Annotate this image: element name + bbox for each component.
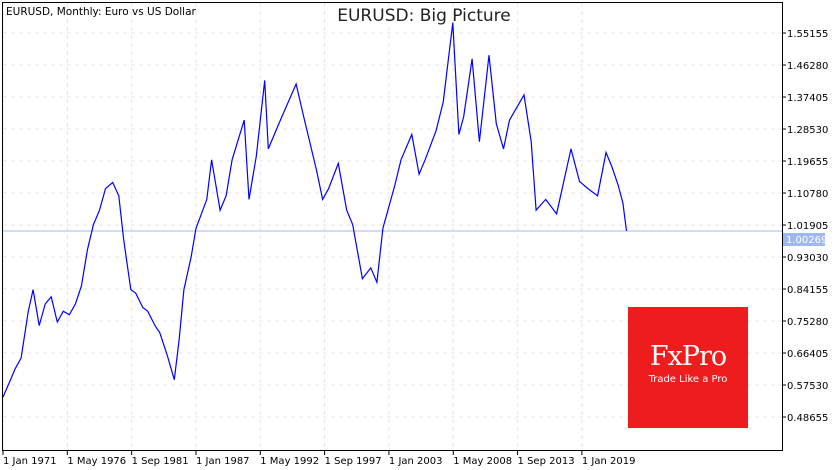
fxpro-logo: FxPro Trade Like a Pro (628, 307, 748, 428)
x-tick-label: 1 Sep 2013 (518, 456, 575, 467)
x-tick-label: 1 Jan 1971 (3, 456, 57, 467)
logo-brand: FxPro (649, 341, 727, 372)
y-tick-label: 1.37405 (787, 93, 828, 104)
x-axis: 1 Jan 1971 1 May 1976 1 Sep 1981 1 Jan 1987… (2, 450, 636, 467)
y-tick-label: 0.93030 (787, 253, 828, 264)
x-tick-label: 1 Sep 1981 (132, 456, 189, 467)
logo-tagline: Trade Like a Pro (648, 374, 728, 385)
x-tick-label: 1 May 1992 (260, 456, 319, 467)
y-tick-label: 1.19655 (787, 157, 828, 168)
symbol-info: EURUSD, Monthly: Euro vs US Dollar (6, 6, 197, 18)
x-tick-label: 1 May 2008 (453, 456, 512, 467)
y-tick-label: 1.46280 (787, 61, 828, 72)
y-tick-label: 1.10780 (787, 189, 828, 200)
y-tick-label: 0.66405 (787, 349, 828, 360)
y-tick-label: 1.01905 (787, 221, 828, 232)
price-series-line (2, 22, 628, 398)
y-tick-label: 1.55155 (787, 29, 828, 40)
y-tick-label: 1.28530 (787, 125, 828, 136)
x-tick-label: 1 Jan 1987 (196, 456, 250, 467)
plot-frame (2, 2, 783, 451)
y-tick-label: 0.57530 (787, 381, 828, 392)
x-tick-label: 1 Sep 1997 (325, 456, 382, 467)
chart-title: EURUSD: Big Picture (337, 6, 511, 26)
y-tick-label: 0.75280 (787, 317, 828, 328)
y-tick-label: 0.84155 (787, 285, 828, 296)
y-axis: 1.55155 1.46280 1.37405 1.28530 1.19655 1.107… (782, 29, 828, 424)
current-price-label-bg (783, 233, 825, 246)
x-tick-label: 1 Jan 2003 (389, 456, 443, 467)
x-tick-label: 1 Jan 2019 (582, 456, 636, 467)
y-tick-label: 0.48655 (787, 413, 828, 424)
current-price-label: 1.00269 (786, 235, 827, 246)
x-tick-label: 1 May 1976 (67, 456, 126, 467)
